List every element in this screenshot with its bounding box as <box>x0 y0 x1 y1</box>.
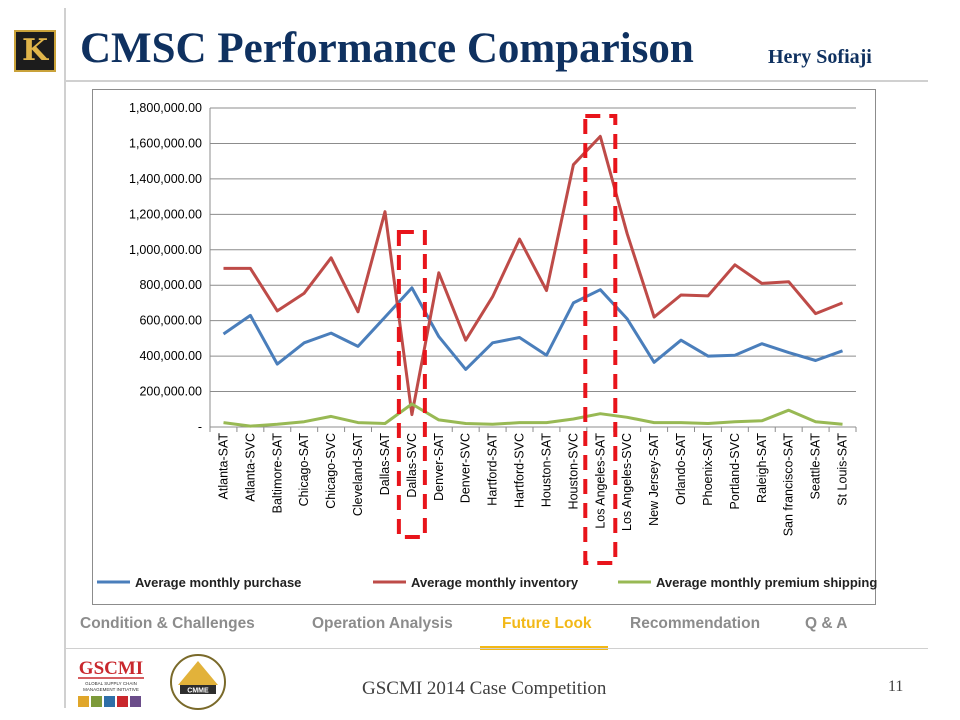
legend-label: Average monthly premium shipping <box>656 575 877 590</box>
x-tick-label: Dallas-SVC <box>405 433 419 498</box>
x-tick-label: Baltimore-SAT <box>270 433 284 514</box>
chart-panel: - 200,000.00 400,000.00 600,000.00 800,000.0… <box>92 89 877 605</box>
y-tick-label: 1,400,000.00 <box>129 172 202 186</box>
nav-item-condition-challenges[interactable]: Condition & Challenges <box>80 615 255 632</box>
x-tick-label: Cleveland-SAT <box>351 433 365 517</box>
footer-rule <box>64 648 928 649</box>
x-tick-label: Denver-SVC <box>459 433 473 503</box>
x-tick-label: Houston-SVC <box>566 433 580 509</box>
title-rule <box>64 80 928 82</box>
y-tick-label: 1,000,000.00 <box>129 243 202 257</box>
x-tick-label: Atlanta-SVC <box>243 433 257 502</box>
legend-label: Average monthly inventory <box>411 575 579 590</box>
x-tick-label: Chicago-SAT <box>297 433 311 507</box>
x-tick-label: New Jersey-SAT <box>647 433 661 526</box>
highlight-box <box>583 114 618 565</box>
x-tick-label: Los Angeles-SVC <box>620 433 634 531</box>
x-tick-label: Raleigh-SAT <box>755 433 769 503</box>
gscmi-logo-sub1: GLOBAL SUPPLY CHAIN <box>85 681 137 686</box>
x-tick-label: Houston-SAT <box>539 433 553 507</box>
x-tick-label: Chicago-SVC <box>324 433 338 509</box>
x-tick-label: Phoenix-SAT <box>701 433 715 506</box>
nav-item-recommendation[interactable]: Recommendation <box>630 615 761 632</box>
y-tick-label: 400,000.00 <box>139 349 202 363</box>
x-tick-label: Hartford-SVC <box>513 433 527 508</box>
x-tick-label: Portland-SVC <box>728 433 742 509</box>
series-line <box>223 134 844 417</box>
y-tick-label: - <box>198 420 202 434</box>
highlight-box <box>396 230 427 539</box>
cmme-logo: CMME <box>170 654 226 710</box>
x-tick-label: St Louis-SAT <box>836 433 850 506</box>
series-line <box>222 286 844 371</box>
x-tick-label: Seattle-SAT <box>809 433 823 500</box>
gscmi-logo-sub2: MANAGEMENT INITIATIVE <box>83 687 139 692</box>
legend-label: Average monthly purchase <box>135 575 301 590</box>
page-number: 11 <box>888 678 904 695</box>
y-tick-label: 200,000.00 <box>139 385 202 399</box>
y-tick-label: 1,200,000.00 <box>129 207 202 221</box>
nav-item-q-and-a[interactable]: Q & A <box>805 615 848 632</box>
nav-item-future-look[interactable]: Future Look <box>502 615 592 632</box>
slide-title: CMSC Performance Comparison <box>80 25 694 72</box>
gscmi-logo: GSCMI GLOBAL SUPPLY CHAIN MANAGEMENT INI… <box>74 654 148 712</box>
slide-author: Hery Sofiaji <box>768 46 872 68</box>
line-chart: - 200,000.00 400,000.00 600,000.00 800,000.0… <box>97 101 877 590</box>
footer-text: GSCMI 2014 Case Competition <box>362 678 607 699</box>
x-tick-label: San francisco-SAT <box>782 433 796 537</box>
x-tick-label: Dallas-SAT <box>378 433 392 496</box>
nav-item-operation-analysis[interactable]: Operation Analysis <box>312 615 453 632</box>
k-logo-letter: K <box>21 33 49 68</box>
cmme-logo-text: CMME <box>187 688 209 695</box>
gscmi-logo-text: GSCMI <box>79 658 143 679</box>
series-line <box>223 402 843 428</box>
x-tick-label: Denver-SAT <box>432 433 446 501</box>
x-tick-label: Los Angeles-SAT <box>593 433 607 529</box>
left-rule <box>64 8 66 708</box>
k-logo: K <box>14 30 56 72</box>
x-tick-label: Hartford-SAT <box>486 433 500 506</box>
x-tick-label: Atlanta-SAT <box>216 433 230 500</box>
y-tick-label: 1,600,000.00 <box>129 136 202 150</box>
y-tick-label: 1,800,000.00 <box>129 101 202 115</box>
y-tick-label: 600,000.00 <box>139 314 202 328</box>
y-tick-label: 800,000.00 <box>139 278 202 292</box>
x-tick-label: Orlando-SAT <box>674 433 688 505</box>
